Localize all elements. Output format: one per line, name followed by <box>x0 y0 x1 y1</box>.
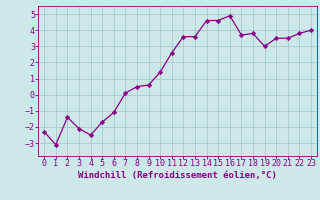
X-axis label: Windchill (Refroidissement éolien,°C): Windchill (Refroidissement éolien,°C) <box>78 171 277 180</box>
